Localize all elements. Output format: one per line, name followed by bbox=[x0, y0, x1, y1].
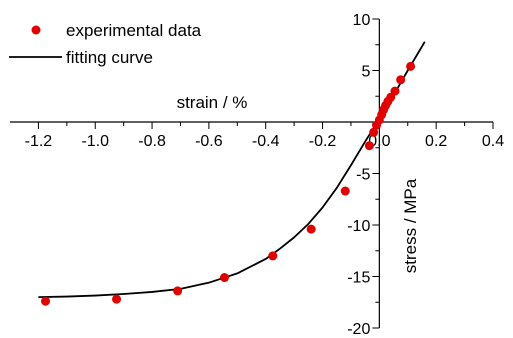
data-points-layer bbox=[41, 61, 416, 306]
data-point bbox=[173, 286, 183, 296]
x-tick-label: -0.2 bbox=[309, 133, 337, 150]
legend-label-experimental: experimental data bbox=[66, 21, 202, 40]
x-tick-label: -0.8 bbox=[138, 133, 166, 150]
data-point bbox=[268, 251, 278, 261]
legend-label-fitting: fitting curve bbox=[66, 48, 153, 67]
data-point bbox=[306, 224, 316, 234]
x-tick-label: 0.2 bbox=[425, 133, 447, 150]
data-point bbox=[390, 86, 400, 96]
y-tick-label: 5 bbox=[361, 64, 370, 81]
x-tick-label: -1.0 bbox=[81, 133, 109, 150]
y-tick-label: 10 bbox=[353, 12, 371, 29]
x-tick-label: -1.2 bbox=[25, 133, 53, 150]
y-tick-label: -5 bbox=[356, 167, 370, 184]
data-point bbox=[406, 61, 416, 71]
x-tick-label: 0.4 bbox=[482, 133, 504, 150]
data-point bbox=[396, 75, 406, 85]
data-point bbox=[364, 141, 374, 151]
data-point bbox=[220, 273, 230, 283]
y-tick-label: -10 bbox=[347, 218, 370, 235]
data-point bbox=[41, 296, 51, 306]
data-point bbox=[112, 294, 122, 304]
legend-marker-experimental bbox=[31, 25, 41, 35]
y-axis-label: stress / MPa bbox=[401, 178, 420, 273]
y-tick-label: -15 bbox=[347, 270, 370, 287]
x-axis-label: strain / % bbox=[177, 93, 248, 112]
x-tick-label: -0.4 bbox=[252, 133, 280, 150]
x-tick-label: -0.6 bbox=[195, 133, 223, 150]
data-point bbox=[340, 186, 350, 196]
y-tick-label: -20 bbox=[347, 321, 370, 338]
legend: experimental data fitting curve bbox=[9, 21, 202, 67]
data-point bbox=[369, 127, 379, 137]
